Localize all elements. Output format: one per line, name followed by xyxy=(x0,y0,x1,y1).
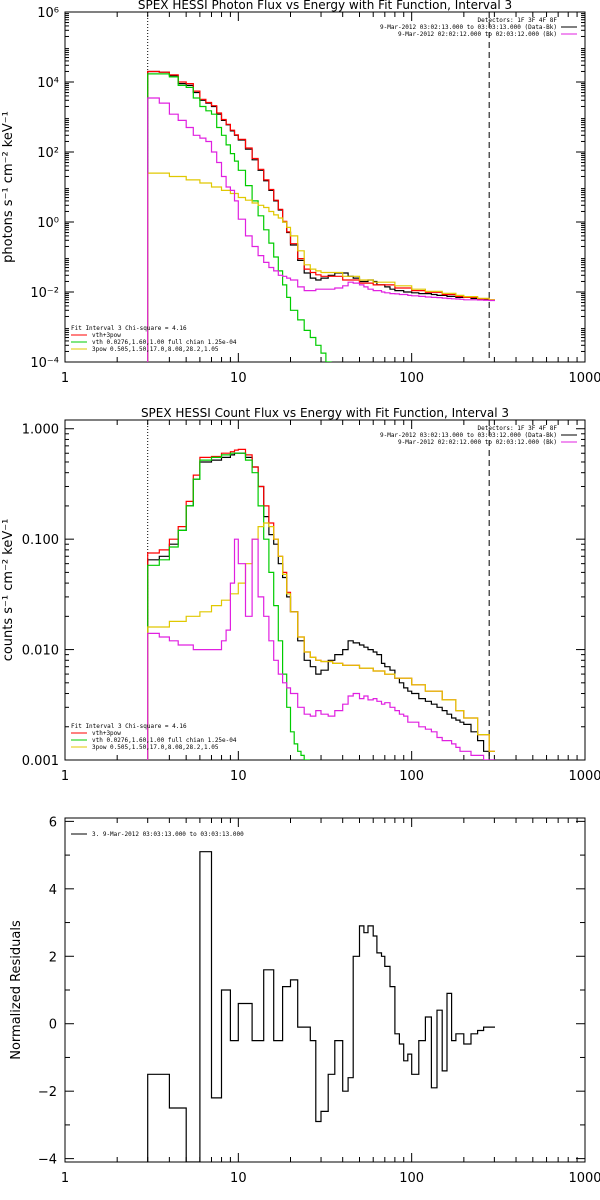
y-tick-label: 10⁻² xyxy=(30,286,59,301)
x-tick-label: 1 xyxy=(61,371,69,386)
x-tick-label: 1 xyxy=(61,1171,69,1186)
y-tick-label: 0.001 xyxy=(22,754,59,769)
x-tick-label: 10 xyxy=(230,371,247,386)
series-line-bk xyxy=(147,538,495,760)
legend-left-entry: vth 0.0276,1.60,1.00 full chian 1.25e-04 xyxy=(92,737,237,744)
legend-left-entry: vth 0.0276,1.60,1.00 full chian 1.25e-04 xyxy=(92,339,237,346)
x-tick-label: 100 xyxy=(399,1171,424,1186)
series-line-3pow xyxy=(147,522,495,760)
y-axis-label: counts s⁻¹ cm⁻² keV⁻¹ xyxy=(1,519,16,662)
series-line-vth-3pow xyxy=(147,70,495,362)
y-axis-label: photons s⁻¹ cm⁻² keV⁻¹ xyxy=(1,111,16,263)
y-tick-label: 4 xyxy=(49,883,57,898)
chart-title: SPEX HESSI Photon Flux vs Energy with Fi… xyxy=(138,0,512,12)
y-tick-label: 2 xyxy=(49,950,57,965)
legend-left-entry: Fit Interval 3 Chi-square = 4.16 xyxy=(71,325,187,332)
legend-left-entry: vth+3pow xyxy=(92,332,121,339)
y-tick-label: 10⁴ xyxy=(37,76,59,91)
series-line-vth xyxy=(147,73,332,362)
y-tick-label: 10⁰ xyxy=(37,216,59,231)
y-tick-label: 0.100 xyxy=(22,533,59,548)
series-line-data-bk xyxy=(147,452,495,760)
legend-right-entry: 9-Mar-2012 02:02:12.000 to 02:03:12.000 … xyxy=(398,439,557,446)
series-line-vth xyxy=(147,452,310,760)
y-tick-label: 0.010 xyxy=(22,644,59,659)
y-tick-label: 0 xyxy=(49,1018,57,1033)
series-line-data-bk xyxy=(147,70,495,362)
legend-right-entry: Detectors: 1F 3F 4F 8F xyxy=(478,425,558,432)
legend-left-entry: 3pow 0.505,1.50,17.0,8.08,28.2,1.05 xyxy=(92,744,219,751)
legend-right-entry: 9-Mar-2012 03:02:13.000 to 03:03:13.000 … xyxy=(380,24,557,31)
series-line-residuals xyxy=(147,851,495,1162)
chart-1: 1 10 100 1000 10⁻⁴ 10⁻² 10⁰ 10² 10⁴ 10⁶ SPEX HESSI… xyxy=(1,0,600,386)
y-tick-label: 6 xyxy=(49,815,57,830)
y-tick-label: 10⁶ xyxy=(37,6,59,21)
chart-title: SPEX HESSI Count Flux vs Energy with Fit… xyxy=(141,406,509,420)
x-tick-label: 100 xyxy=(399,371,424,386)
chart-2: 1 10 100 1000 0.001 0.010 0.100 1.000 SPEX HESSI… xyxy=(1,406,600,784)
legend-left-entry: vth+3pow xyxy=(92,730,121,737)
x-tick-label: 1000 xyxy=(568,371,600,386)
series-line-3pow xyxy=(147,172,495,362)
legend-right-entry: 9-Mar-2012 03:02:13.000 to 03:03:12.000 … xyxy=(380,432,557,439)
x-tick-label: 1 xyxy=(61,769,69,784)
y-tick-label: −2 xyxy=(38,1085,57,1100)
x-tick-label: 1000 xyxy=(568,769,600,784)
series-line-bk xyxy=(147,97,495,362)
legend-left-entry: 3pow 0.505,1.50,17.0,8.08,28.2,1.05 xyxy=(92,346,219,353)
plot-frame xyxy=(64,817,586,1163)
x-tick-label: 10 xyxy=(230,769,247,784)
legend-right-entry: 9-Mar-2012 02:02:12.000 to 02:03:12.000 … xyxy=(398,31,557,38)
x-tick-label: 10 xyxy=(230,1171,247,1186)
x-tick-label: 100 xyxy=(399,769,424,784)
legend-left-entry: 3. 9-Mar-2012 03:03:13.000 to 03:03:13.0… xyxy=(92,831,244,838)
plot-frame xyxy=(64,419,586,761)
chart-3: 1 10 100 1000 −4 −2 0 2 4 6 Normalized Residuals 3.… xyxy=(9,815,600,1186)
legend-left-entry: Fit Interval 3 Chi-square = 4.16 xyxy=(71,723,187,730)
y-tick-label: 10² xyxy=(37,146,59,161)
y-tick-label: 10⁻⁴ xyxy=(30,356,59,371)
legend-right-entry: Detectors: 1F 3F 4F 8F xyxy=(478,17,558,24)
x-tick-label: 1000 xyxy=(568,1171,600,1186)
y-tick-label: 1.000 xyxy=(22,423,59,438)
y-axis-label: Normalized Residuals xyxy=(9,920,24,1060)
y-tick-label: −4 xyxy=(38,1153,57,1168)
plot-frame xyxy=(64,11,586,363)
